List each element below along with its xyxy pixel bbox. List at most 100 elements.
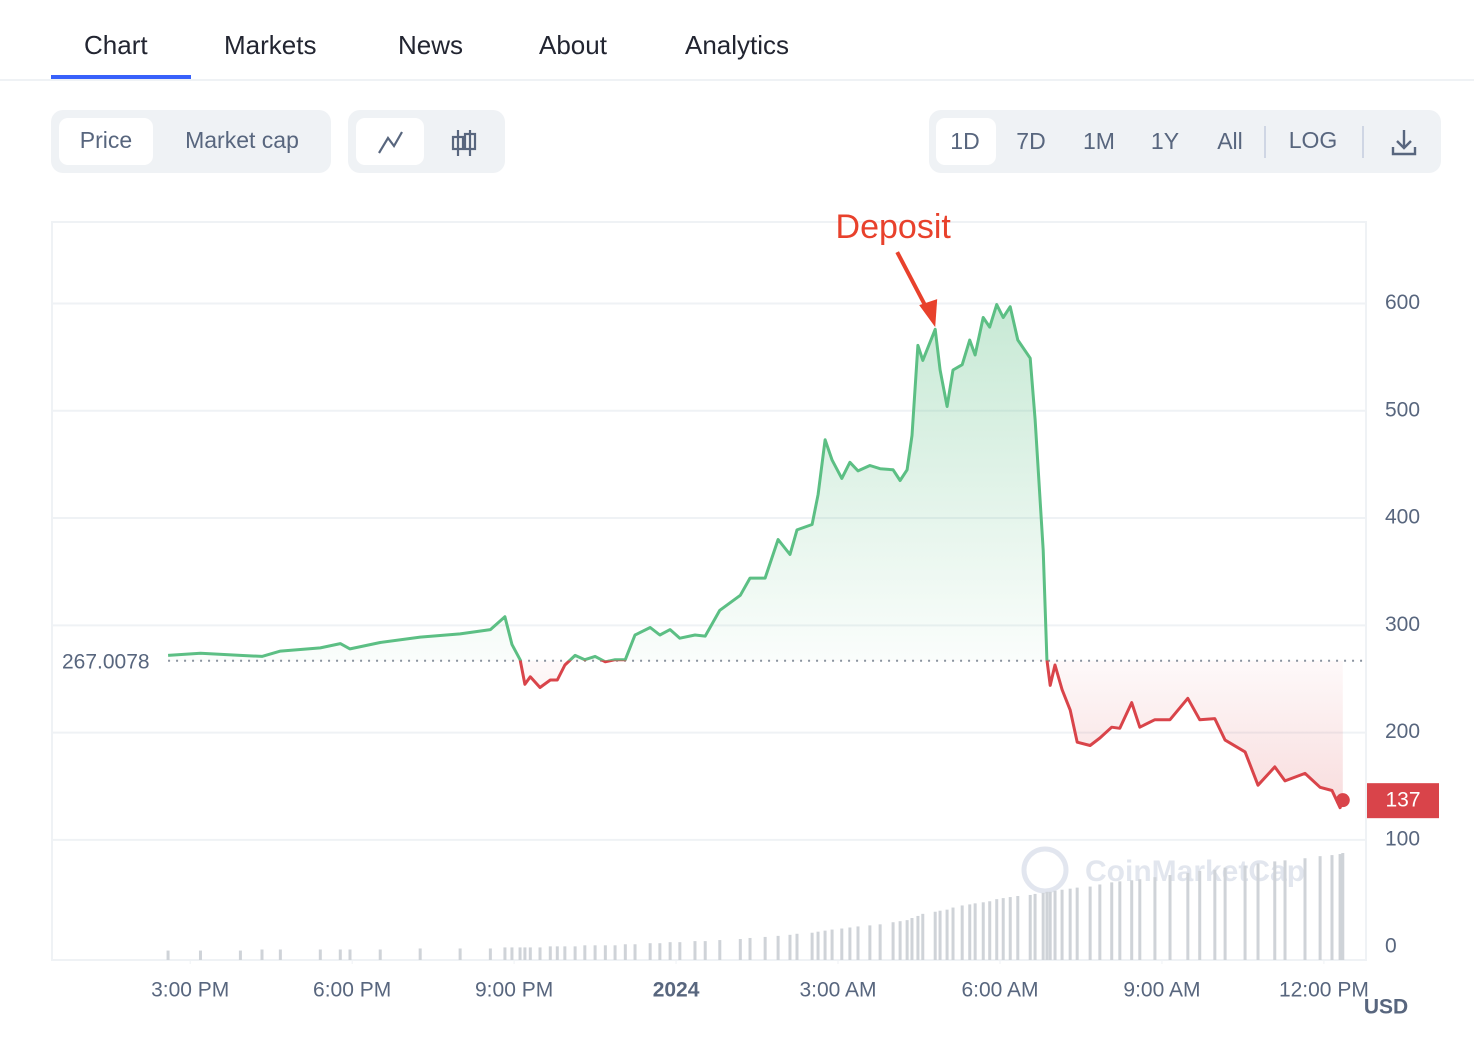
volume-bar <box>510 947 514 960</box>
volume-bar <box>945 909 949 960</box>
volume-bar <box>960 905 964 960</box>
volume-bar <box>1273 861 1277 960</box>
volume-bar <box>278 949 282 960</box>
range-button[interactable]: 1D <box>950 128 979 154</box>
volume-bar <box>260 949 264 960</box>
volume-bar <box>891 922 895 960</box>
volume-bar <box>678 942 682 960</box>
tab[interactable]: About <box>539 30 608 60</box>
annotation-arrowhead <box>919 299 938 328</box>
volume-bar <box>816 931 820 960</box>
download-button[interactable] <box>1391 130 1417 156</box>
volume-bar <box>1213 869 1217 960</box>
volume-bar <box>910 918 914 960</box>
range-buttons: 1D 7D 1M 1Y All <box>950 128 1242 154</box>
volume-bar <box>1048 891 1052 960</box>
market-cap-button[interactable]: Market cap <box>185 127 299 153</box>
volume-bar <box>166 950 170 960</box>
volume-bar <box>1045 891 1049 960</box>
tab[interactable]: Chart <box>84 30 148 60</box>
volume-bar <box>1341 853 1345 960</box>
volume-bar <box>593 945 597 960</box>
volume-bar <box>1318 856 1322 960</box>
x-tick-label: 3:00 PM <box>151 979 229 1002</box>
range-button[interactable]: 1Y <box>1151 128 1179 154</box>
volume-bar <box>378 949 382 960</box>
volume-bar <box>898 921 902 960</box>
candle-button[interactable] <box>451 130 477 156</box>
volume-bar <box>748 937 752 960</box>
volume-bar <box>840 928 844 960</box>
volume-bar <box>938 910 942 960</box>
price-button[interactable]: Price <box>80 127 132 153</box>
log-button[interactable]: LOG <box>1289 127 1338 153</box>
volume-bar <box>318 949 322 960</box>
x-tick-label: 9:00 AM <box>1123 979 1200 1002</box>
volume-bar <box>718 940 722 960</box>
volume-bar <box>1283 860 1287 960</box>
volume-bar <box>1016 896 1020 960</box>
volume-bar <box>830 929 834 960</box>
annotation: Deposit <box>836 208 952 246</box>
volume-bar <box>1303 858 1307 960</box>
volume-bar <box>623 944 627 960</box>
volume-bar <box>1168 875 1172 960</box>
reference-label: 267.0078 <box>62 650 150 673</box>
volume-bar <box>1118 881 1122 960</box>
y-tick-label: 300 <box>1385 613 1420 636</box>
y-tick-label: 500 <box>1385 398 1420 421</box>
tab[interactable]: Analytics <box>685 30 789 60</box>
volume-bar <box>933 911 937 960</box>
range-button[interactable]: All <box>1217 128 1243 154</box>
range-group <box>929 110 1441 173</box>
volume-bar <box>968 904 972 960</box>
y-tick-label: 400 <box>1385 506 1420 529</box>
volume-bar <box>1338 854 1342 960</box>
volume-bar <box>348 949 352 960</box>
range-button[interactable]: 7D <box>1016 128 1045 154</box>
volume-bar <box>738 939 742 960</box>
x-tick-label: 12:00 PM <box>1279 979 1369 1002</box>
tab[interactable]: News <box>398 30 463 60</box>
volume-bar <box>1138 879 1142 960</box>
range-button[interactable]: 1M <box>1083 128 1115 154</box>
current-label: 137 <box>1385 789 1420 812</box>
volume-bar <box>951 907 955 960</box>
volume-bar <box>613 945 617 960</box>
line-icon <box>378 131 403 154</box>
volume-bar <box>603 945 607 960</box>
volume-bar <box>418 948 422 960</box>
volume-bar <box>548 946 552 960</box>
volume-bar <box>856 926 860 960</box>
tab-bar: Chart Markets News About Analytics <box>51 30 789 79</box>
volume-bar <box>795 933 799 960</box>
volume-bar <box>633 944 637 960</box>
volume-bar <box>668 942 672 960</box>
volume-bar <box>1033 893 1037 960</box>
volume-bar <box>1130 880 1134 960</box>
volume-bar <box>1243 865 1247 960</box>
price-line <box>167 303 1345 810</box>
tab[interactable]: Markets <box>224 30 316 60</box>
volume-bar <box>1223 867 1227 960</box>
volume-bar <box>658 943 662 960</box>
volume-bar <box>788 934 792 960</box>
volume-bar <box>648 943 652 960</box>
volume-bar <box>503 947 507 960</box>
volume-bar <box>878 924 882 960</box>
watermark: CoinMarketCap <box>1085 855 1305 888</box>
volume-bar <box>868 925 872 960</box>
volume-bar <box>458 948 462 960</box>
y-tick-label: 600 <box>1385 291 1420 314</box>
x-tick-label: 6:00 PM <box>313 979 391 1002</box>
volume-bar <box>523 947 527 960</box>
volume-bar <box>921 913 925 960</box>
x-tick-label: 6:00 AM <box>961 979 1038 1002</box>
volume-bar <box>988 901 992 960</box>
y-tick-label: 200 <box>1385 720 1420 743</box>
volume-bar <box>1075 887 1079 960</box>
volume-bar <box>973 903 977 960</box>
volume-bar <box>763 936 767 960</box>
volume-bar <box>1330 855 1334 960</box>
volume-bar <box>563 946 567 960</box>
